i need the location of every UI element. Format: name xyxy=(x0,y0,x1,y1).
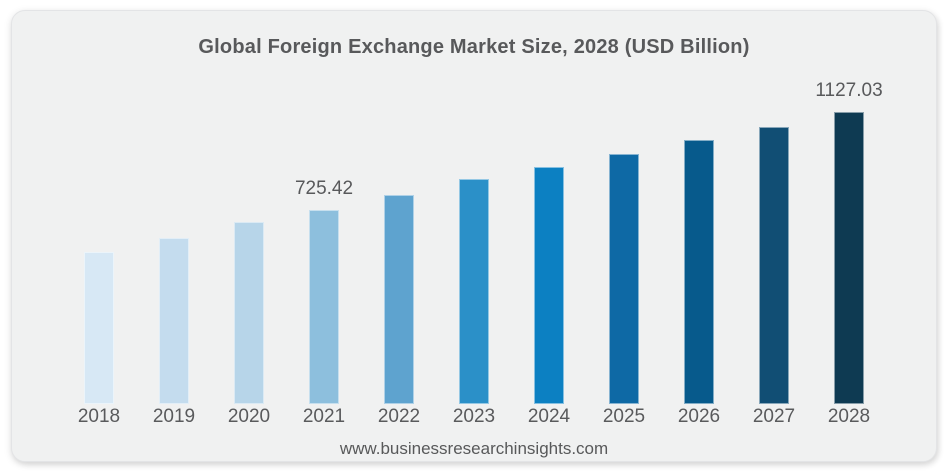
website-url: www.businessresearchinsights.com xyxy=(339,439,609,458)
bar-2018 xyxy=(84,252,114,404)
x-tick-2023: 2023 xyxy=(452,406,496,427)
bar-2025 xyxy=(609,154,639,404)
bar-2021 xyxy=(309,210,339,404)
bar-2028 xyxy=(834,112,864,404)
x-tick-2025: 2025 xyxy=(602,406,646,427)
bar-2024 xyxy=(534,167,564,404)
x-tick-2027: 2027 xyxy=(752,406,796,427)
x-tick-2022: 2022 xyxy=(377,406,421,427)
x-tick-2026: 2026 xyxy=(677,406,721,427)
bar-2022 xyxy=(384,195,414,404)
x-tick-2028: 2028 xyxy=(827,406,871,427)
bar-2026 xyxy=(684,140,714,404)
bar-2023 xyxy=(459,179,489,404)
x-tick-2020: 2020 xyxy=(227,406,271,427)
x-tick-2024: 2024 xyxy=(527,406,571,427)
bar-2027 xyxy=(759,127,789,404)
value-label-2028: 1127.03 xyxy=(815,80,883,101)
x-tick-2021: 2021 xyxy=(302,406,346,427)
x-tick-2019: 2019 xyxy=(152,406,196,427)
bar-2019 xyxy=(159,238,189,404)
chart-title: Global Foreign Exchange Market Size, 202… xyxy=(198,36,750,58)
bar-2020 xyxy=(234,222,264,404)
x-tick-2018: 2018 xyxy=(77,406,121,427)
value-label-2021: 725.42 xyxy=(294,178,354,199)
